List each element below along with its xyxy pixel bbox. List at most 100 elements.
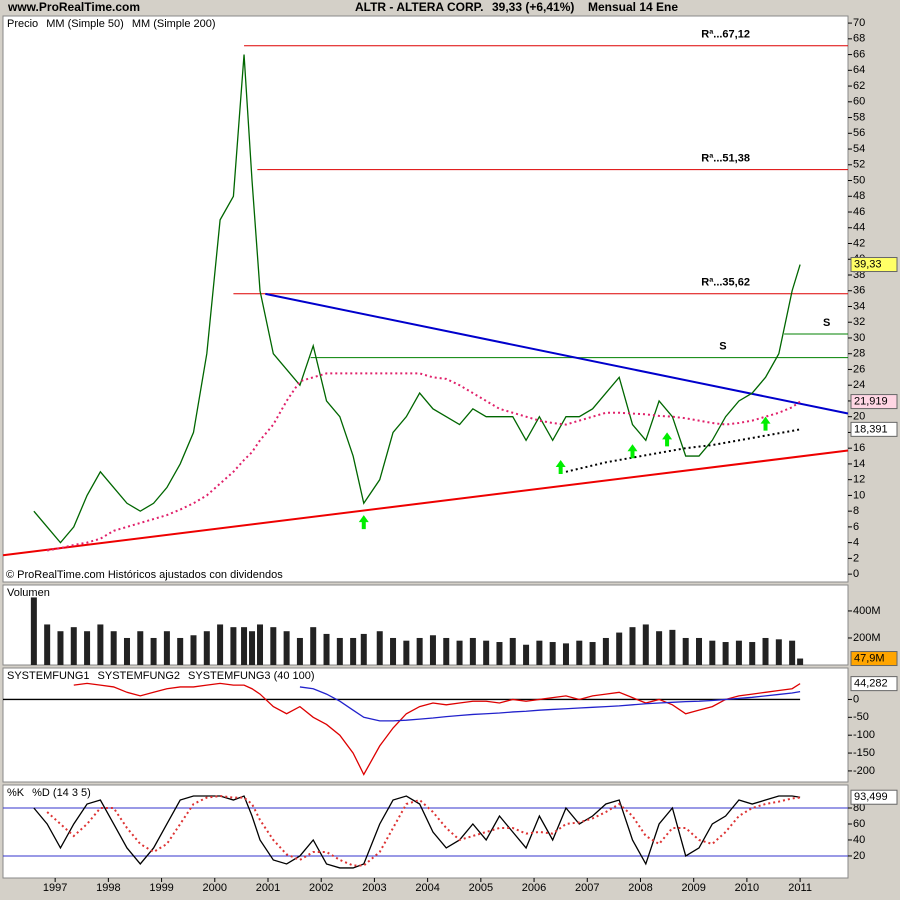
- volume-bar: [456, 640, 463, 665]
- last-value-label: 18,391: [854, 423, 888, 435]
- legend-entry: MM (Simple 50): [46, 18, 124, 30]
- y-tick-label: 6: [853, 521, 859, 533]
- volume-bar: [257, 624, 264, 665]
- y-tick-label: 50: [853, 174, 865, 186]
- x-tick-label: 2004: [415, 882, 439, 894]
- volume-bar: [735, 640, 742, 665]
- y-tick-label: 60: [853, 818, 865, 830]
- volume-bar: [310, 627, 317, 665]
- signal-arrow: [760, 416, 771, 431]
- last-value-box: [850, 651, 898, 667]
- volume-bar: [709, 640, 716, 665]
- level-label: S: [719, 341, 726, 353]
- volume-bar: [123, 637, 130, 665]
- note: © ProRealTime.com Históricos ajustados c…: [6, 569, 283, 581]
- y-tick-label: 42: [853, 237, 865, 249]
- volume-bar: [376, 631, 383, 665]
- volume-bar: [669, 629, 676, 665]
- volume-bar: [483, 640, 490, 665]
- x-tick-label: 2001: [256, 882, 280, 894]
- volume-bar: [110, 631, 117, 665]
- y-tick-label: 62: [853, 80, 865, 92]
- volume-bar: [230, 627, 237, 665]
- last-value-box: [850, 394, 898, 410]
- last-value-label: 39,33: [854, 258, 882, 270]
- volume-bar: [203, 631, 210, 665]
- last-value-label: 21,919: [854, 395, 888, 407]
- y-tick-label: 60: [853, 96, 865, 108]
- volume-bar: [696, 637, 703, 665]
- y-tick-label: 0: [853, 568, 859, 580]
- level-label: S: [823, 317, 830, 329]
- volume-bar: [562, 643, 569, 665]
- volume-bar: [749, 642, 756, 665]
- volume-bar: [722, 642, 729, 665]
- y-tick-label: 16: [853, 442, 865, 454]
- signal-arrow: [627, 444, 638, 459]
- legend-entry: SYSTEMFUNG1: [7, 670, 90, 682]
- volume-bar: [589, 642, 596, 665]
- volume-bar: [797, 658, 804, 665]
- x-tick-label: 1999: [149, 882, 173, 894]
- y-tick-label: 64: [853, 64, 865, 76]
- y-tick-label: 32: [853, 316, 865, 328]
- legend-entry: SYSTEMFUNG3 (40 100): [188, 670, 315, 682]
- volume-bar: [283, 631, 290, 665]
- volume-bar: [70, 627, 77, 665]
- signal-arrow: [662, 432, 673, 447]
- volume-bar: [44, 624, 51, 665]
- y-tick-label: 68: [853, 33, 865, 45]
- y-tick-label: 10: [853, 489, 865, 501]
- y-tick-label: 12: [853, 474, 865, 486]
- x-tick-label: 2006: [522, 882, 546, 894]
- level-label: Rª...67,12: [701, 29, 750, 41]
- last-value-box: [850, 789, 898, 805]
- y-tick-label: 28: [853, 348, 865, 360]
- y-tick-label: -100: [853, 729, 875, 741]
- y-tick-label: 36: [853, 285, 865, 297]
- panel: [2, 667, 849, 783]
- y-tick-label: 66: [853, 48, 865, 60]
- x-tick-label: 2003: [362, 882, 386, 894]
- y-tick-label: 26: [853, 363, 865, 375]
- y-tick-label: 58: [853, 111, 865, 123]
- trend-line: [2, 449, 849, 557]
- series-line: [73, 682, 801, 776]
- panel: [2, 15, 849, 583]
- volume-bar: [416, 637, 423, 665]
- volume-bar: [682, 637, 689, 665]
- volume-bar: [249, 631, 256, 665]
- y-tick-label: 0: [853, 693, 859, 705]
- x-tick-label: 1997: [43, 882, 67, 894]
- series-line: [33, 54, 801, 544]
- y-tick-label: 80: [853, 802, 865, 814]
- series-line: [33, 795, 801, 869]
- volume-bar: [350, 637, 357, 665]
- volume-bar: [177, 637, 184, 665]
- volume-bar: [190, 635, 197, 665]
- volume-bar: [469, 637, 476, 665]
- legend-entry: Precio: [7, 18, 38, 30]
- symbol: ALTR - ALTERA CORP.: [355, 0, 483, 14]
- x-tick-label: 2010: [735, 882, 759, 894]
- volume-bar: [443, 637, 450, 665]
- y-tick-label: -50: [853, 711, 869, 723]
- y-tick-label: -150: [853, 747, 875, 759]
- legend-entry: Volumen: [7, 587, 50, 599]
- volume-bar: [360, 633, 367, 665]
- volume-bar: [84, 631, 91, 665]
- y-tick-label: 44: [853, 222, 865, 234]
- x-tick-label: 2007: [575, 882, 599, 894]
- signal-arrow: [358, 515, 369, 530]
- volume-bar: [616, 632, 623, 665]
- level-label: Rª...51,38: [701, 153, 750, 165]
- series-line: [299, 686, 801, 722]
- volume-bar: [270, 627, 277, 665]
- y-tick-label: 24: [853, 379, 865, 391]
- volume-bar: [137, 631, 144, 665]
- volume-bar: [775, 639, 782, 665]
- y-tick-label: 48: [853, 190, 865, 202]
- y-tick-label: 8: [853, 505, 859, 517]
